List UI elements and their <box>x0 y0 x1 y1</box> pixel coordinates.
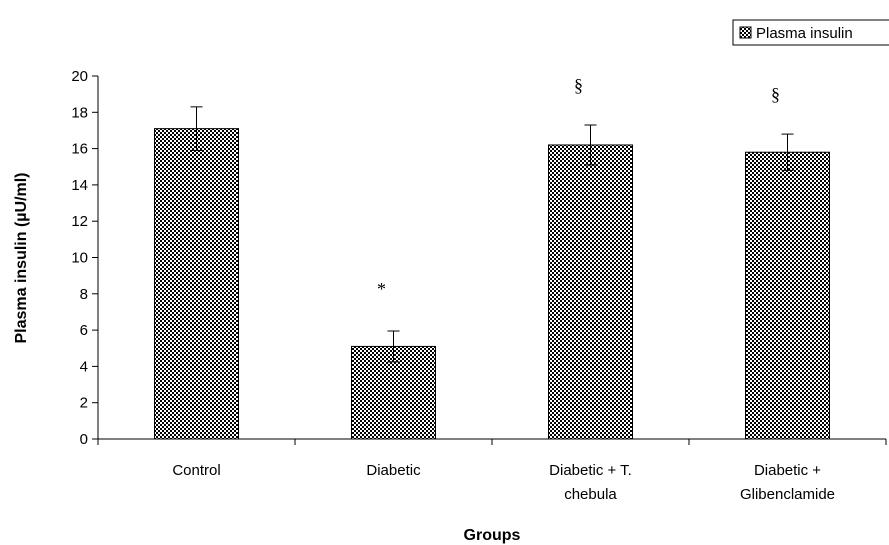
category-label: chebula <box>564 486 617 503</box>
bar <box>745 151 830 440</box>
legend-box <box>732 19 889 46</box>
category-label: Diabetic + <box>754 462 821 479</box>
y-ticks: 0 2 4 6 8 10 12 14 16 18 20 <box>71 68 98 448</box>
y-tick-label: 16 <box>71 141 88 158</box>
y-tick-label: 14 <box>71 177 88 194</box>
y-tick-label: 10 <box>71 250 88 267</box>
legend-swatch <box>739 26 752 39</box>
y-tick-label: 12 <box>71 213 88 230</box>
bar <box>154 128 239 440</box>
category-labels: Control Diabetic Diabetic + T. chebula Diabe… <box>172 462 835 503</box>
y-axis-title: Plasma insulin (µU/ml) <box>13 172 30 343</box>
category-label: Diabetic + T. <box>549 462 632 479</box>
significance-mark: * <box>377 279 386 299</box>
bar <box>548 144 633 440</box>
significance-mark: § <box>771 84 780 104</box>
y-tick-label: 20 <box>71 68 88 85</box>
category-label: Glibenclamide <box>740 486 835 503</box>
y-tick-label: 8 <box>80 286 88 303</box>
category-label: Control <box>172 462 220 479</box>
y-tick-label: 0 <box>80 431 88 448</box>
y-tick-label: 4 <box>80 358 88 375</box>
bars: * § § <box>154 75 830 440</box>
legend-label: Plasma insulin <box>756 25 853 42</box>
y-tick-label: 18 <box>71 104 88 121</box>
y-tick-label: 2 <box>80 395 88 412</box>
x-ticks <box>97 439 887 445</box>
y-tick-label: 6 <box>80 322 88 339</box>
significance-mark: § <box>574 75 583 95</box>
legend: Plasma insulin <box>732 19 889 46</box>
x-axis-title: Groups <box>464 527 521 544</box>
category-label: Diabetic <box>366 462 421 479</box>
